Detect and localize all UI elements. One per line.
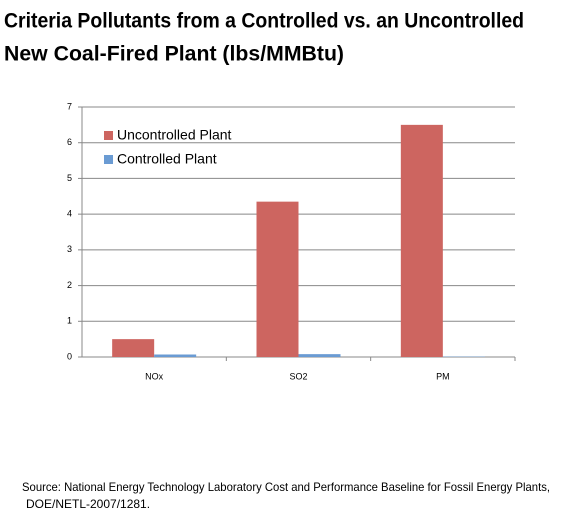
x-tick-label: SO2 [289, 371, 307, 381]
chart-title: Criteria Pollutants from a Controlled vs… [4, 10, 524, 33]
source-note: DOE/NETL-2007/1281. [26, 497, 150, 511]
x-tick-label: NOx [145, 371, 164, 381]
y-tick-label: 2 [67, 280, 72, 290]
bar [256, 201, 299, 357]
y-tick-label: 0 [67, 351, 72, 361]
y-tick-label: 1 [67, 316, 72, 326]
bar [112, 339, 155, 357]
y-tick-label: 6 [67, 137, 72, 147]
y-tick-label: 4 [67, 209, 72, 219]
y-tick-label: 5 [67, 173, 72, 183]
bar [154, 354, 197, 357]
y-tick-label: 3 [67, 244, 72, 254]
legend-label: Uncontrolled Plant [117, 127, 232, 143]
legend-label: Controlled Plant [117, 151, 217, 167]
source-note: Source: National Energy Technology Labor… [22, 480, 550, 494]
x-tick-label: PM [436, 371, 450, 381]
legend-swatch [104, 155, 113, 164]
bar [298, 354, 341, 357]
bar [400, 124, 443, 357]
legend-swatch [104, 131, 113, 140]
chart-title: New Coal-Fired Plant (lbs/MMBtu) [4, 43, 344, 66]
y-tick-label: 7 [67, 101, 72, 111]
